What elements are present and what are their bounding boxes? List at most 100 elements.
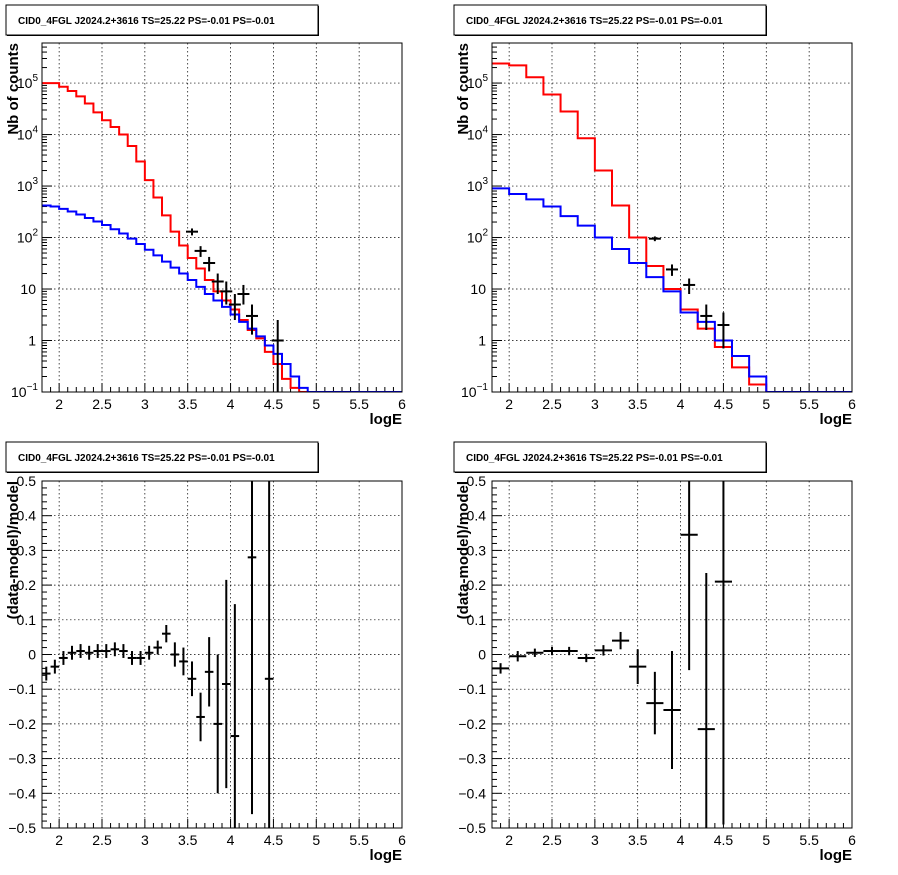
y-tick-label: 104 — [17, 125, 39, 143]
y-tick-label: −0.2 — [8, 716, 36, 732]
x-tick-label: 5.5 — [349, 832, 369, 848]
data-point — [246, 304, 258, 335]
data-point — [230, 604, 240, 828]
data-point — [102, 644, 111, 658]
data-point — [119, 644, 128, 658]
y-tick-label: 103 — [467, 176, 489, 194]
y-tick-label: 0.2 — [17, 577, 37, 593]
x-tick-label: 2.5 — [542, 396, 562, 412]
y-tick-label: −0.3 — [458, 751, 486, 767]
x-tick-label: 5 — [762, 832, 770, 848]
x-tick-labels: 2 2.5 3 3.5 4 4.5 5 5.5 6 — [505, 396, 856, 412]
data-point — [136, 651, 145, 665]
x-tick-label: 4.5 — [714, 396, 734, 412]
data-point — [222, 579, 231, 789]
x-tick-labels: 2 2.5 3 3.5 4 4.5 5 5.5 6 — [505, 832, 856, 848]
data-point — [186, 228, 198, 236]
data-layer — [492, 62, 852, 392]
x-tick-label: 4 — [677, 832, 685, 848]
x-axis-title: logE — [370, 847, 403, 864]
x-tick-label: 2 — [505, 832, 513, 848]
data-point — [67, 645, 77, 660]
data-point — [153, 640, 162, 655]
plot-frame — [41, 42, 403, 393]
data-layer — [42, 82, 402, 392]
x-tick-label: 6 — [398, 396, 406, 412]
x-tick-label: 4.5 — [714, 832, 734, 848]
y-tick-label: 10−1 — [11, 382, 38, 400]
data-point — [237, 284, 250, 305]
x-tick-label: 3 — [591, 832, 599, 848]
data-point — [717, 312, 730, 349]
histogram-series-red — [42, 82, 402, 392]
y-tick-label: −0.4 — [8, 785, 36, 801]
data-layer — [42, 481, 274, 828]
x-tick-label: 6 — [848, 396, 856, 412]
data-point — [203, 256, 216, 272]
data-point — [697, 572, 715, 828]
x-tick-labels: 2 2.5 3 3.5 4 4.5 5 5.5 6 — [55, 396, 406, 412]
y-tick-labels: 10−1 1 10 102 103 104 105 — [461, 73, 488, 400]
data-point — [50, 659, 60, 674]
chart-title: CID0_4FGL J2024.2+3616 TS=25.22 PS=-0.01… — [18, 453, 275, 464]
data-point — [127, 651, 137, 665]
data-point — [211, 273, 224, 295]
x-axis-title: logE — [820, 411, 853, 428]
title-box: CID0_4FGL J2024.2+3616 TS=25.22 PS=-0.01… — [453, 4, 767, 36]
y-tick-label: 10−1 — [461, 382, 488, 400]
y-tick-label: −0.1 — [8, 681, 36, 697]
y-tick-label: 0.3 — [17, 542, 37, 558]
y-axis-title: (data-model)/model — [455, 481, 472, 619]
x-tick-label: 3 — [141, 832, 149, 848]
data-point — [84, 645, 94, 660]
y-tick-label: 0.1 — [17, 612, 37, 628]
y-tick-label: 0.5 — [467, 473, 487, 489]
data-point — [648, 236, 661, 242]
plot-area — [42, 43, 402, 392]
x-tick-label: 2 — [505, 396, 513, 412]
plot-frame — [491, 42, 853, 393]
y-tick-labels: −0.5 −0.4 −0.3 −0.2 −0.1 0 0.1 0.2 0.3 0.4 0.5 — [458, 473, 486, 836]
data-point — [179, 647, 188, 676]
data-point — [213, 654, 222, 794]
title-box-frame — [453, 441, 767, 473]
histogram-series-blue — [42, 204, 402, 392]
y-tick-label: 103 — [17, 176, 39, 194]
title-box-frame — [453, 4, 767, 36]
title-box-frame — [5, 441, 319, 473]
x-tick-label: 6 — [848, 832, 856, 848]
x-axis-title: logE — [370, 411, 403, 428]
y-tick-label: −0.4 — [458, 785, 486, 801]
x-tick-label: 3.5 — [178, 832, 198, 848]
data-point — [196, 692, 205, 742]
data-point — [560, 646, 578, 656]
data-point — [509, 651, 527, 662]
data-point — [271, 320, 284, 392]
x-tick-label: 2 — [55, 396, 63, 412]
x-tick-label: 3.5 — [628, 832, 648, 848]
x-axis-title: logE — [820, 847, 853, 864]
x-tick-labels: 2 2.5 3 3.5 4 4.5 5 5.5 6 — [55, 832, 406, 848]
y-tick-label: −0.2 — [458, 716, 486, 732]
y-tick-label: 0 — [478, 647, 486, 663]
y-tick-label: 1 — [28, 333, 36, 349]
chart-panel-1: 2 2.5 3 3.5 4 4.5 5 5.5 6 10−1 1 10 102 103 104 105 logE… — [5, 4, 406, 428]
x-tick-label: 4 — [227, 832, 235, 848]
data-point — [543, 646, 561, 656]
x-tick-label: 4 — [677, 396, 685, 412]
y-tick-label: 0.5 — [17, 473, 37, 489]
y-tick-label: 0.3 — [467, 542, 487, 558]
y-axis-title: Nb of counts — [455, 43, 472, 135]
axis-ticks — [491, 480, 853, 829]
y-tick-label: −0.3 — [8, 751, 36, 767]
plot-frame — [491, 480, 853, 829]
y-tick-label: 10 — [470, 281, 486, 297]
y-axis-title: (data-model)/model — [5, 481, 22, 619]
y-tick-label: 105 — [467, 73, 489, 91]
y-tick-label: 102 — [467, 228, 489, 246]
x-tick-label: 3.5 — [178, 396, 198, 412]
x-tick-label: 2.5 — [92, 396, 112, 412]
data-point — [264, 481, 274, 828]
data-point — [204, 637, 214, 707]
